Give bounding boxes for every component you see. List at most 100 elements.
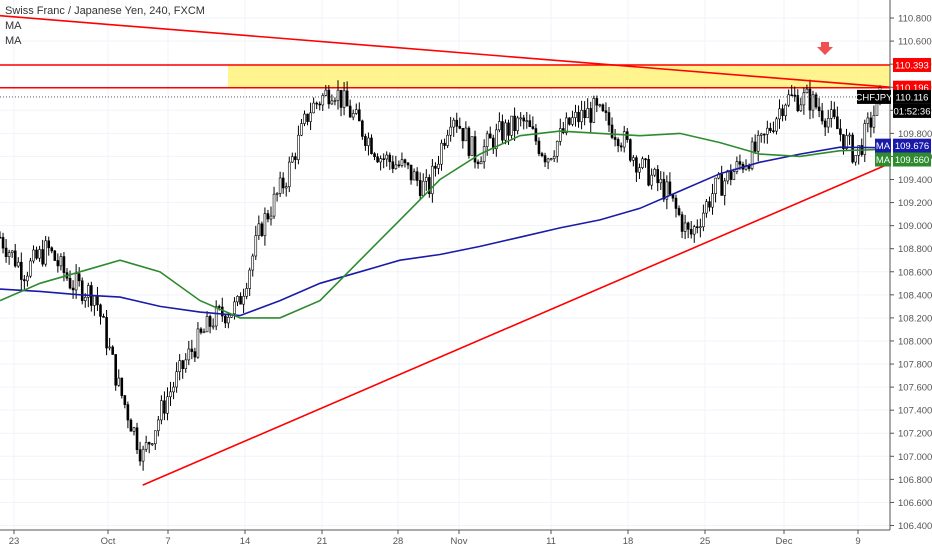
time-axis[interactable]: 23 Oct 7 14 21 28 Nov 11 18 25 Dec 9 [0, 529, 890, 547]
candle [796, 89, 800, 113]
candle-body [96, 295, 99, 306]
candle [318, 101, 322, 111]
legend-title[interactable]: Swiss Franc / Japanese Yen, 240, FXCM [5, 5, 205, 17]
candle-body [379, 158, 382, 163]
candle [775, 116, 778, 135]
candle [303, 110, 306, 127]
candle-body [1, 237, 5, 249]
candle-body [647, 158, 650, 186]
candle [77, 267, 81, 287]
legend-ma1[interactable]: MA [5, 20, 22, 32]
candle [205, 311, 209, 333]
candle-body [546, 158, 550, 163]
ma1-value-tag-text: 109.676 [895, 141, 929, 152]
candle [470, 136, 474, 156]
x-tick-label: 23 [9, 536, 20, 547]
candle [519, 112, 522, 127]
candle-body [729, 170, 733, 180]
candle-body [680, 214, 684, 232]
candle-body [16, 261, 20, 267]
candle-body [619, 145, 623, 148]
candle [839, 119, 842, 142]
y-tick-label: 107.800 [898, 360, 932, 371]
candle [248, 267, 251, 297]
candle-body [382, 158, 385, 160]
candle-body [184, 359, 188, 370]
y-tick-label: 106.800 [898, 475, 932, 486]
x-tick-label: Dec [776, 536, 793, 547]
candle-body [80, 280, 84, 301]
candle [391, 155, 395, 174]
candle-body [56, 260, 60, 267]
candle-body [863, 123, 867, 155]
candle-body [826, 118, 830, 128]
candle-body [668, 181, 672, 195]
candle [214, 300, 218, 331]
candle-body [732, 171, 736, 180]
candle-body [534, 128, 538, 142]
candle [467, 126, 471, 159]
candle-body [461, 127, 465, 142]
candle [659, 171, 663, 190]
candle [473, 130, 477, 169]
candle-body [823, 120, 827, 128]
candle-body [400, 159, 404, 166]
candle [592, 95, 596, 124]
candle [455, 112, 459, 133]
candle [4, 238, 8, 263]
candle [842, 134, 845, 155]
y-tick-label: 106.600 [898, 498, 932, 509]
candle [686, 221, 690, 239]
candle-body [205, 316, 209, 333]
candle-body [598, 104, 602, 107]
legend-ma2[interactable]: MA [5, 35, 22, 47]
candle [172, 381, 175, 400]
candle [272, 186, 276, 219]
candle [428, 174, 431, 198]
candle [20, 252, 23, 290]
candle-body [814, 94, 818, 108]
candle [166, 387, 169, 421]
candle [358, 102, 361, 122]
candle [260, 221, 264, 238]
candle-body [23, 279, 26, 282]
ma1-label-tag-text: MA [876, 141, 891, 152]
candle [656, 165, 660, 192]
candle [251, 253, 255, 277]
candle [324, 84, 328, 97]
y-tick-label: 109.000 [898, 221, 932, 232]
candle-body [470, 136, 474, 156]
candle [629, 138, 632, 163]
candle-body [589, 108, 593, 123]
candle-body [802, 92, 806, 106]
candle-body [516, 117, 519, 132]
ma2-label-tag-bg [875, 152, 891, 167]
current-price-tag-text: 110.116 [896, 92, 929, 103]
ma1-value-tag-bg [893, 138, 931, 153]
symbol-tag-text: CHFJPY [856, 92, 894, 103]
candle-body [269, 215, 273, 220]
candle [720, 165, 723, 196]
candle [373, 152, 376, 161]
candle-body [321, 95, 325, 106]
candle [622, 125, 626, 153]
candle-body [44, 240, 47, 265]
candle-body [254, 235, 258, 257]
candle-body [233, 301, 236, 315]
candle-body [519, 117, 522, 120]
candle [814, 92, 818, 110]
candle [580, 100, 583, 130]
candle [869, 111, 873, 138]
candle [99, 303, 102, 325]
candle [114, 354, 118, 391]
candle [23, 274, 26, 291]
candle [610, 117, 614, 140]
candle [485, 130, 489, 156]
candle-body [251, 255, 255, 271]
candle-body [41, 249, 44, 265]
candle [808, 79, 812, 120]
candle [817, 97, 821, 118]
candle-body [552, 155, 556, 159]
candle [574, 104, 577, 127]
